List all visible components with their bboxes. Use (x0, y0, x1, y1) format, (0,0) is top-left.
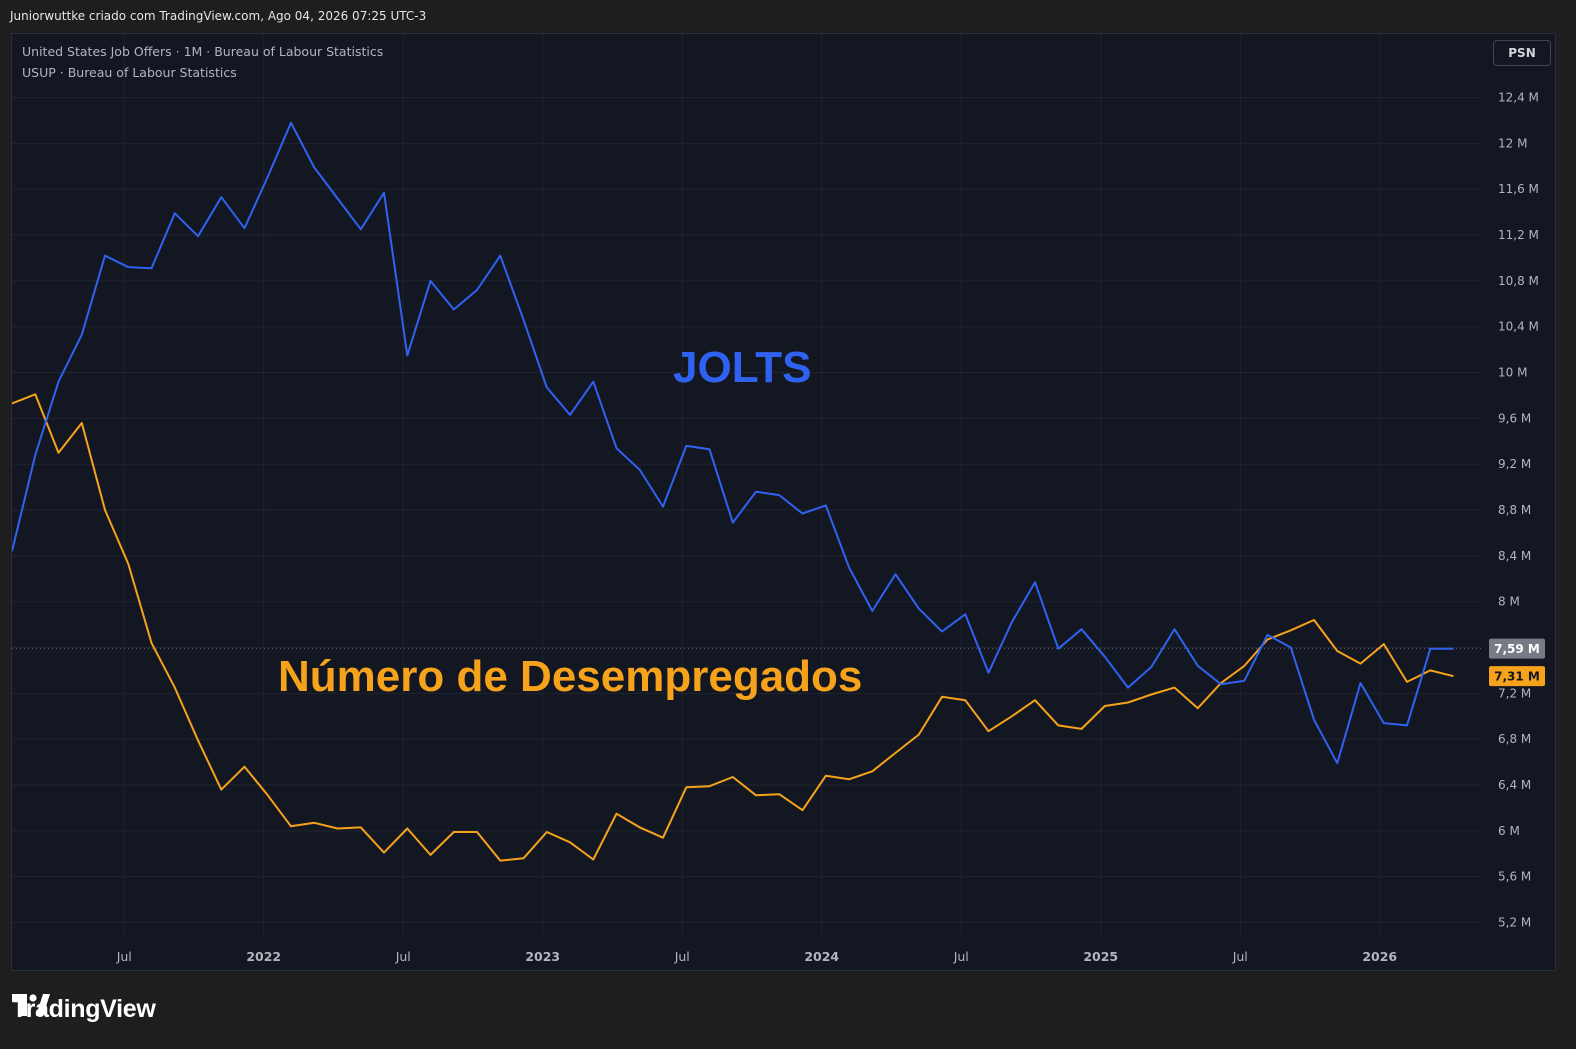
jolts-last-value-label-bg (1489, 638, 1545, 659)
y-tick-label: 6,8 M (1498, 732, 1531, 746)
x-tick-label: 2024 (804, 949, 839, 964)
y-tick-label: 5,6 M (1498, 870, 1531, 884)
series-layer (12, 121, 1454, 862)
chart-credit: Juniorwuttke criado com TradingView.com,… (10, 9, 427, 23)
y-tick-label: 6,4 M (1498, 778, 1531, 792)
chart-svg: 5,2 M5,6 M6 M6,4 M6,8 M7,2 M7,6 M8 M8,4 … (12, 34, 1545, 964)
y-tick-label: 12,4 M (1498, 91, 1539, 105)
footer-brand[interactable]: TradingView (12, 994, 156, 1024)
y-tick-label: 10,4 M (1498, 320, 1539, 334)
y-tick-label: 8 M (1498, 595, 1520, 609)
y-tick-label: 9,2 M (1498, 457, 1531, 471)
unemployed-last-value-label-bg (1489, 666, 1545, 687)
jolts-annotation: JOLTS (673, 343, 812, 392)
tradingview-logo-icon (12, 994, 50, 1016)
legend-jolts[interactable]: United States Job Offers · 1M · Bureau o… (22, 44, 384, 59)
legend-usup[interactable]: USUP · Bureau of Labour Statistics (22, 65, 237, 80)
y-tick-label: 9,6 M (1498, 411, 1531, 425)
grid-lines (12, 34, 1482, 938)
y-tick-label: 10,8 M (1498, 274, 1539, 288)
x-tick-label: 2022 (246, 949, 281, 964)
x-tick-label: Jul (395, 949, 411, 964)
chart-area[interactable]: 5,2 M5,6 M6 M6,4 M6,8 M7,2 M7,6 M8 M8,4 … (11, 33, 1556, 971)
unemployed-last-value-label: 7,31 M (1494, 670, 1540, 684)
x-tick-label: 2026 (1362, 949, 1397, 964)
y-tick-label: 8,8 M (1498, 503, 1531, 517)
psn-button[interactable]: PSN (1493, 40, 1551, 66)
x-tick-label: Jul (953, 949, 969, 964)
y-tick-label: 5,2 M (1498, 916, 1531, 930)
x-tick-label: Jul (674, 949, 690, 964)
unemployed-series-line[interactable] (12, 393, 1454, 862)
x-tick-label: 2023 (525, 949, 560, 964)
jolts-series-line[interactable] (12, 121, 1454, 765)
y-tick-label: 7,2 M (1498, 686, 1531, 700)
y-tick-label: 8,4 M (1498, 549, 1531, 563)
x-tick-label: 2025 (1083, 949, 1118, 964)
y-tick-label: 11,6 M (1498, 182, 1539, 196)
y-tick-label: 11,2 M (1498, 228, 1539, 242)
y-tick-label: 6 M (1498, 824, 1520, 838)
axis-labels: 5,2 M5,6 M6 M6,4 M6,8 M7,2 M7,6 M8 M8,4 … (116, 91, 1545, 964)
y-tick-label: 10 M (1498, 366, 1527, 380)
y-tick-label: 12 M (1498, 136, 1527, 150)
x-tick-label: Jul (116, 949, 132, 964)
x-tick-label: Jul (1232, 949, 1248, 964)
jolts-last-value-label: 7,59 M (1494, 642, 1540, 656)
unemployed-annotation: Número de Desempregados (278, 652, 863, 701)
